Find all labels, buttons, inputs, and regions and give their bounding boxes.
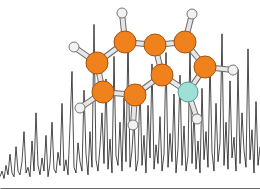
carbon-atom	[144, 34, 166, 56]
plot-area	[0, 24, 260, 178]
carbon-atom	[114, 31, 136, 53]
hydrogen-atom	[228, 65, 238, 75]
hydrogen-atom	[69, 42, 79, 52]
carbon-atom	[194, 56, 216, 78]
hydrogen-atom	[117, 8, 127, 18]
carbon-atom	[92, 81, 114, 103]
figure	[0, 0, 260, 189]
hydrogen-atom	[75, 103, 85, 113]
hydrogen-atom	[128, 120, 138, 130]
x-axis	[1, 188, 260, 189]
nitrogen-atom	[178, 82, 198, 102]
carbon-atom	[124, 84, 146, 106]
axis-line	[1, 188, 260, 189]
carbon-atom	[151, 64, 173, 86]
hydrogen-atom	[187, 9, 197, 19]
carbon-atom	[86, 52, 108, 74]
molecule	[69, 8, 238, 130]
carbon-atom	[174, 31, 196, 53]
spectrum-line	[0, 24, 260, 178]
hydrogen-atom	[192, 114, 202, 124]
